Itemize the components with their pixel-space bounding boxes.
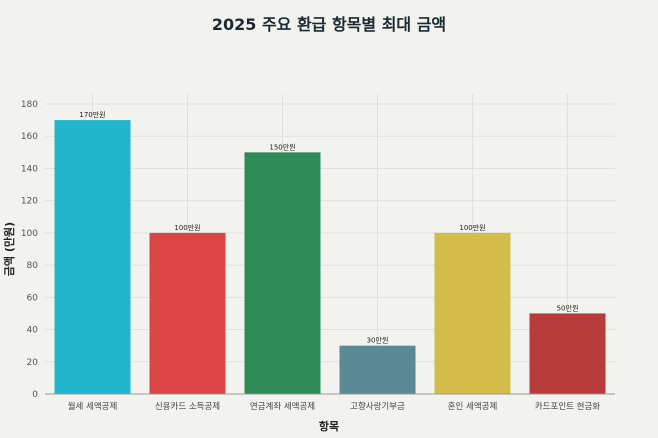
x-tick-label: 고향사랑기부금 xyxy=(350,401,405,412)
data-label: 100만원 xyxy=(174,223,200,232)
y-tick-label: 140 xyxy=(21,164,38,174)
data-label: 30만원 xyxy=(367,336,389,345)
y-tick-label: 100 xyxy=(21,229,38,239)
y-tick-label: 20 xyxy=(27,358,39,368)
x-tick-label: 카드포인트 현금화 xyxy=(535,401,600,412)
data-label: 100만원 xyxy=(459,223,485,232)
y-tick-label: 160 xyxy=(21,132,38,142)
x-tick-label: 월세 세액공제 xyxy=(68,401,118,412)
y-tick-label: 60 xyxy=(27,293,39,303)
x-tick-label: 혼인 세액공제 xyxy=(448,401,498,412)
y-tick-label: 180 xyxy=(21,100,38,110)
y-tick-label: 80 xyxy=(27,261,39,271)
y-tick-label: 120 xyxy=(21,197,38,207)
data-label: 170만원 xyxy=(79,110,105,119)
data-label: 150만원 xyxy=(269,142,295,151)
bar xyxy=(244,152,321,394)
chart-title: 2025 주요 환급 항목별 최대 금액 xyxy=(212,15,446,34)
x-tick-label: 연금계좌 세액공제 xyxy=(250,401,315,412)
bar xyxy=(54,120,131,394)
bar xyxy=(529,313,606,394)
x-tick-label: 신용카드 소득공제 xyxy=(155,402,220,412)
x-axis-label: 항목 xyxy=(319,419,339,433)
y-tick-label: 40 xyxy=(27,326,39,336)
bar xyxy=(149,232,226,394)
bar xyxy=(434,232,511,394)
bar xyxy=(339,345,416,394)
y-axis-label: 금액 (만원) xyxy=(2,222,16,276)
y-tick-label: 0 xyxy=(32,390,38,400)
data-label: 50만원 xyxy=(557,303,579,312)
